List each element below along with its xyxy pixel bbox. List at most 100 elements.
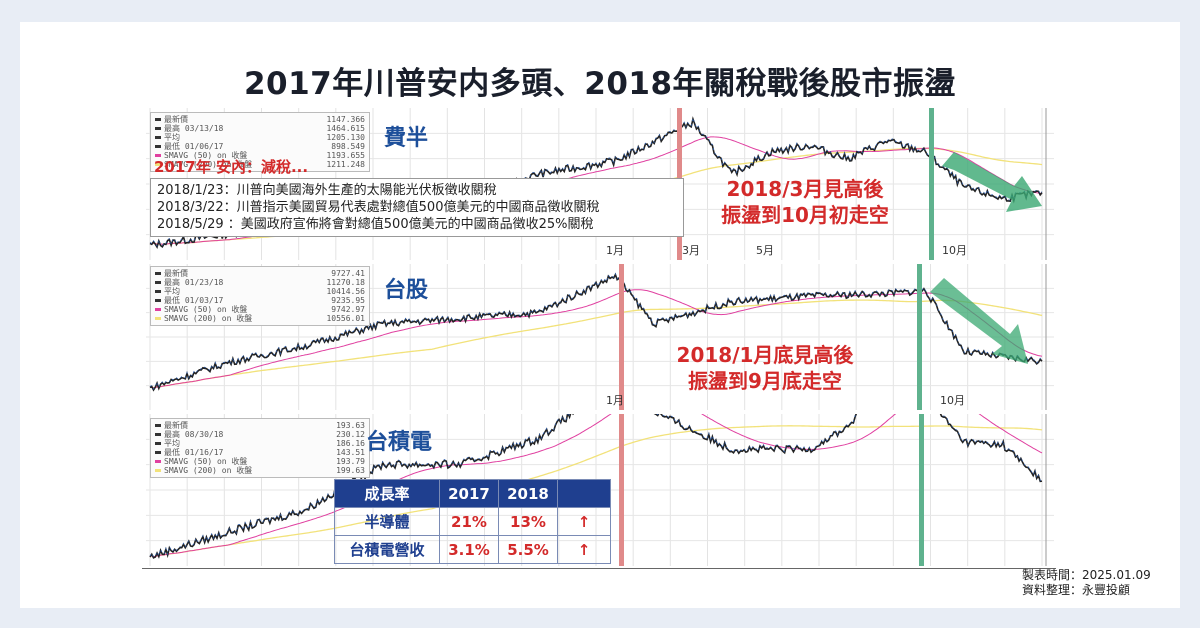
cell-2017: 3.1% [439, 535, 499, 564]
legend-label-wrap: 平均 [155, 133, 180, 142]
legend-value: 9235.95 [331, 296, 365, 305]
panel-name-sox: 費半 [384, 126, 429, 151]
up-arrow-icon: ↑ [557, 535, 611, 564]
panel-name-tsmc: 台積電 [366, 430, 433, 455]
x-tick-label: 1月 [606, 244, 624, 257]
legend-label: 最高 03/13/18 [164, 124, 224, 133]
down-trend-arrow [930, 278, 1028, 364]
callout-taiex-line1: 2018/1月底見高後 [676, 343, 854, 367]
legend-swatch [155, 145, 161, 148]
note-line-1: 2018/1/23：川普向美國海外生產的太陽能光伏板徵收關稅 [157, 183, 497, 198]
legend-swatch [155, 127, 161, 130]
legend-label-wrap: 平均 [155, 439, 180, 448]
legend-label: 最新價 [164, 115, 188, 124]
legend-label: 平均 [164, 439, 180, 448]
table-header-row: 成長率 2017 2018 [334, 479, 611, 508]
legend-value: 230.12 [336, 430, 365, 439]
legend-label-wrap: SMAVG (200) on 收盤 [155, 160, 252, 169]
sma50-line [149, 392, 1043, 558]
legend-entry: 最低 01/16/17 143.51 [155, 448, 365, 457]
legend-value: 1147.366 [326, 115, 365, 124]
table-row: 半導體 21% 13% ↑ [334, 507, 611, 536]
header-cell: 成長率 [334, 479, 440, 508]
panel-name-taiex: 台股 [384, 278, 429, 303]
callout-taiex-line2: 振盪到9月底走空 [688, 369, 842, 393]
x-tick-label: 10月 [940, 394, 965, 407]
legend-entry: SMAVG (50) on 收盤 1193.655 [155, 151, 365, 160]
legend-label: SMAVG (50) on 收盤 [164, 151, 248, 160]
legend-value: 1211.248 [326, 160, 365, 169]
legend-value: 11270.18 [326, 278, 365, 287]
note-heading: 2017年 安內：減稅... [154, 158, 309, 176]
legend-value: 9727.41 [331, 269, 365, 278]
legend-label-wrap: 最高 01/23/18 [155, 278, 223, 287]
legend-label-wrap: 最新價 [155, 269, 188, 278]
legend-entry: SMAVG (200) on 收盤 199.63 [155, 466, 365, 475]
legend-value: 10556.01 [326, 314, 365, 323]
note-line-2: 2018/3/22：川普指示美國貿易代表處對總值500億美元的中國商品徵收關稅 [157, 200, 600, 215]
legend-label: 最低 01/16/17 [164, 448, 224, 457]
legend-label-wrap: 最低 01/06/17 [155, 142, 223, 151]
page-title: 2017年川普安内多頭、2018年關稅戰後股市振盪 [243, 66, 957, 102]
legend-swatch [155, 460, 161, 463]
x-tick-label: 5月 [756, 244, 774, 257]
legend-label: 最新價 [164, 269, 188, 278]
legend-swatch [155, 136, 161, 139]
legend-label: 平均 [164, 133, 180, 142]
legend-entry: SMAVG (50) on 收盤 193.79 [155, 457, 365, 466]
legend-label-wrap: 最高 08/30/18 [155, 430, 223, 439]
note-line-3: 2018/5/29 ：美國政府宣佈將會對總值500億美元的中國商品徵收25%關稅 [157, 217, 594, 232]
legend-label: SMAVG (200) on 收盤 [164, 314, 253, 323]
legend-value: 199.63 [336, 466, 365, 475]
baseline [142, 568, 1056, 569]
tariff-note: 2018/1/23：川普向美國海外生產的太陽能光伏板徵收關稅 2018/3/22… [150, 178, 684, 237]
legend-swatch [155, 451, 161, 454]
legend-label: 最高 08/30/18 [164, 430, 224, 439]
legend-swatch [155, 433, 161, 436]
legend-sox: 最新價 1147.366 最高 03/13/18 1464.615 平均 1205.130… [150, 112, 370, 172]
x-tick-label: 3月 [682, 244, 700, 257]
green-marker-line [919, 414, 924, 566]
legend-label: SMAVG (50) on 收盤 [164, 457, 248, 466]
legend-swatch [155, 163, 161, 166]
legend-label-wrap: 最低 01/16/17 [155, 448, 223, 457]
footer: 製表時間：2025.01.09 資料整理：永豐投顧 [1022, 568, 1151, 598]
row-label: 半導體 [334, 507, 440, 536]
legend-value: 9742.97 [331, 305, 365, 314]
legend-label: 最新價 [164, 421, 188, 430]
header-cell [557, 479, 611, 508]
legend-label-wrap: 最新價 [155, 115, 188, 124]
legend-value: 898.549 [331, 142, 365, 151]
sma200-line [149, 425, 1043, 558]
legend-swatch [155, 442, 161, 445]
legend-label-wrap: 最低 01/03/17 [155, 296, 223, 305]
legend-label: SMAVG (200) on 收盤 [164, 466, 253, 475]
legend-tsmc: 最新價 193.63 最高 08/30/18 230.12 平均 186.16 最低 01/… [150, 418, 370, 478]
legend-label-wrap: SMAVG (50) on 收盤 [155, 151, 247, 160]
legend-value: 193.63 [336, 421, 365, 430]
price-line-overlay [149, 116, 1043, 248]
legend-value: 193.79 [336, 457, 365, 466]
legend-entry: 最高 08/30/18 230.12 [155, 430, 365, 439]
legend-label-wrap: 最高 03/13/18 [155, 124, 223, 133]
legend-value: 1464.615 [326, 124, 365, 133]
legend-entry: 平均 1205.130 [155, 133, 365, 142]
callout-sox-line1: 2018/3月見高後 [726, 177, 884, 201]
legend-swatch [155, 424, 161, 427]
legend-swatch [155, 281, 161, 284]
legend-swatch [155, 118, 161, 121]
legend-value: 1193.655 [326, 151, 365, 160]
legend-label-wrap: SMAVG (200) on 收盤 [155, 466, 252, 475]
legend-swatch [155, 469, 161, 472]
legend-entry: 最新價 9727.41 [155, 269, 365, 278]
cell-2018: 13% [498, 507, 558, 536]
legend-taiex: 最新價 9727.41 最高 01/23/18 11270.18 平均 10414.56 最… [150, 266, 370, 326]
green-marker-line [917, 264, 922, 410]
x-tick-label: 10月 [942, 244, 967, 257]
legend-label-wrap: SMAVG (200) on 收盤 [155, 314, 252, 323]
legend-swatch [155, 290, 161, 293]
legend-entry: 最新價 193.63 [155, 421, 365, 430]
legend-label-wrap: SMAVG (50) on 收盤 [155, 305, 247, 314]
legend-label-wrap: 最新價 [155, 421, 188, 430]
legend-value: 10414.56 [326, 287, 365, 296]
